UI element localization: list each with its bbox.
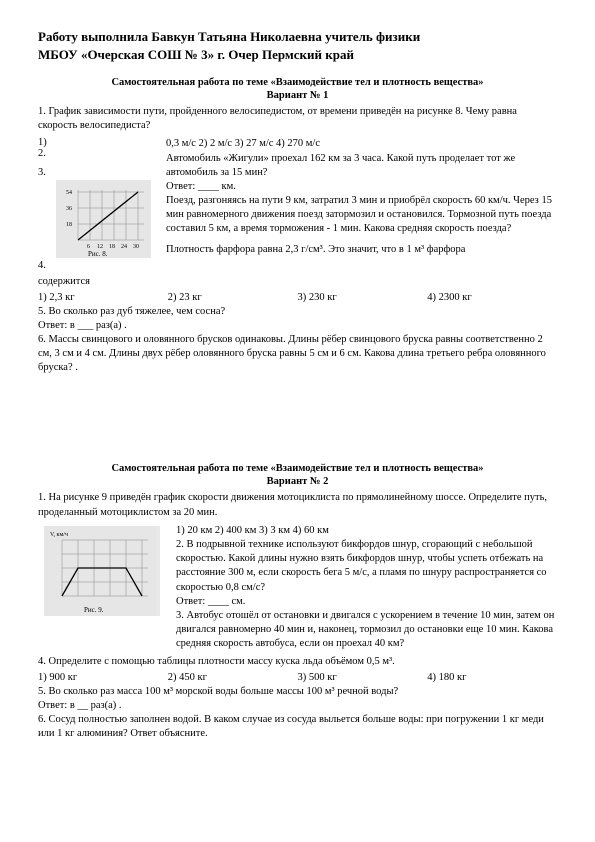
section-gap xyxy=(38,375,557,455)
v1-q4-b: 2) 23 кг xyxy=(168,292,298,303)
v1-q4-num: 4. xyxy=(38,260,158,271)
v2-q1-opts: 1) 20 км 2) 400 км 3) 3 км 4) 60 км xyxy=(176,524,557,538)
v1-chart-row: 1) 2. 3. 543618 61218 xyxy=(38,137,557,271)
v1-right-col: 0,3 м/с 2) 2 м/с 3) 27 м/с 4) 270 м/с Ав… xyxy=(166,137,557,256)
v1-q5: 5. Во сколько раз дуб тяжелее, чем сосна… xyxy=(38,305,557,319)
v1-q2-num: 2. xyxy=(38,148,158,159)
v2-left-col: V, км/ч Рис. 9. xyxy=(38,524,168,618)
header-line-2: МБОУ «Очерская СОШ № 3» г. Очер Пермский… xyxy=(38,46,557,64)
v1-q1: 1. График зависимости пути, пройденного … xyxy=(38,105,557,133)
svg-text:Рис. 9.: Рис. 9. xyxy=(84,606,104,614)
v2-chart: V, км/ч Рис. 9. xyxy=(44,526,160,616)
v2-q4-c: 3) 500 кг xyxy=(298,672,428,683)
v2-q1: 1. На рисунке 9 приведён график скорости… xyxy=(38,491,557,519)
v1-q1-opts: 0,3 м/с 2) 2 м/с 3) 27 м/с 4) 270 м/с xyxy=(166,137,557,151)
svg-text:54: 54 xyxy=(66,190,72,196)
document-page: Работу выполнила Бавкун Татьяна Николаев… xyxy=(0,0,595,781)
v1-q4-suffix: содержится xyxy=(38,275,557,289)
v2-q4-options: 1) 900 кг 2) 450 кг 3) 500 кг 4) 180 кг xyxy=(38,672,557,683)
svg-text:30: 30 xyxy=(133,244,139,250)
v2-q4-a: 1) 900 кг xyxy=(38,672,168,683)
v1-q5-answer: Ответ: в ___ раз(а) . xyxy=(38,319,557,333)
variant2-section-title: Самостоятельная работа по теме «Взаимоде… xyxy=(38,463,557,474)
v1-q4-options: 1) 2,3 кг 2) 23 кг 3) 230 кг 4) 2300 кг xyxy=(38,292,557,303)
v1-q6: 6. Массы свинцового и оловянного брусков… xyxy=(38,333,557,376)
svg-text:Рис. 8.: Рис. 8. xyxy=(88,250,108,258)
v1-q4-c: 3) 230 кг xyxy=(298,292,428,303)
v2-q4: 4. Определите с помощью таблицы плотност… xyxy=(38,655,557,669)
v2-right-col: 1) 20 км 2) 400 км 3) 3 км 4) 60 км 2. В… xyxy=(176,524,557,652)
variant2-label: Вариант № 2 xyxy=(38,476,557,487)
header-line-1: Работу выполнила Бавкун Татьяна Николаев… xyxy=(38,28,557,46)
v2-q3: 3. Автобус отошёл от остановки и двигалс… xyxy=(176,609,557,652)
v2-q6: 6. Сосуд полностью заполнен водой. В как… xyxy=(38,713,557,741)
v1-left-col: 1) 2. 3. 543618 61218 xyxy=(38,137,158,271)
v2-q5-answer: Ответ: в __ раз(а) . xyxy=(38,699,557,713)
svg-text:36: 36 xyxy=(66,206,72,212)
variant1-section-title: Самостоятельная работа по теме «Взаимоде… xyxy=(38,77,557,88)
v1-chart: 543618 61218 2430 Рис. 8. xyxy=(56,180,150,258)
svg-text:18: 18 xyxy=(109,244,115,250)
variant1-label: Вариант № 1 xyxy=(38,90,557,101)
v2-q4-b: 2) 450 кг xyxy=(168,672,298,683)
v1-q4-d: 4) 2300 кг xyxy=(427,292,557,303)
v1-q2-text: Автомобиль «Жигули» проехал 162 км за 3 … xyxy=(166,152,557,180)
v1-q2-answer: Ответ: ____ км. xyxy=(166,180,557,194)
v1-q1-num: 1) xyxy=(38,137,158,148)
v2-q5: 5. Во сколько раз масса 100 м³ морской в… xyxy=(38,685,557,699)
v1-q3-text: Поезд, разгоняясь на пути 9 км, затратил… xyxy=(166,194,557,237)
v1-q4-text: Плотность фарфора равна 2,3 г/см³. Это з… xyxy=(166,243,557,257)
svg-text:24: 24 xyxy=(121,244,127,250)
svg-text:V, км/ч: V, км/ч xyxy=(50,532,68,538)
document-header: Работу выполнила Бавкун Татьяна Николаев… xyxy=(38,28,557,63)
v2-q2: 2. В подрывной технике используют бикфор… xyxy=(176,538,557,595)
v2-q4-d: 4) 180 кг xyxy=(427,672,557,683)
v1-q4-a: 1) 2,3 кг xyxy=(38,292,168,303)
svg-text:18: 18 xyxy=(66,222,72,228)
v1-q3-num: 3. xyxy=(38,167,158,178)
v2-q2-answer: Ответ: ____ см. xyxy=(176,595,557,609)
v2-chart-row: V, км/ч Рис. 9. 1) 20 км 2) 400 км 3) 3 … xyxy=(38,524,557,652)
